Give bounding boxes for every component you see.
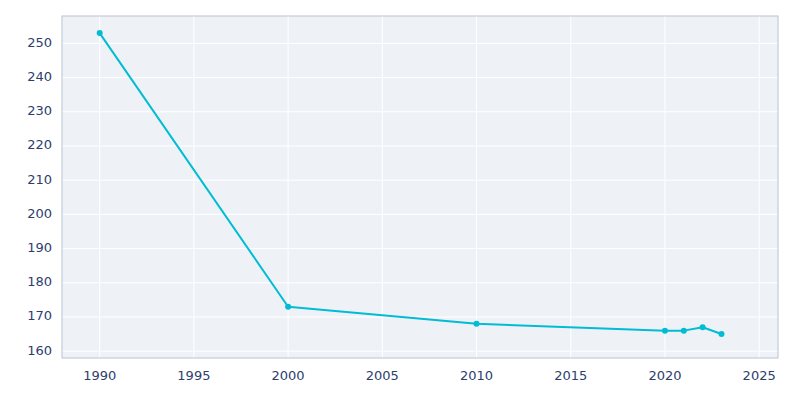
- line: [100, 33, 722, 334]
- y-grid-line: [62, 282, 778, 283]
- x-tick-label: 1990: [83, 368, 116, 383]
- plot-frame: [62, 16, 778, 358]
- point: [718, 331, 724, 337]
- y-grid-line: [62, 316, 778, 317]
- y-grid-line: [62, 180, 778, 181]
- point: [474, 321, 480, 327]
- x-tick-label: 2010: [460, 368, 493, 383]
- point: [662, 328, 668, 334]
- y-tick-label: 180: [27, 274, 52, 289]
- y-tick-label: 190: [27, 240, 52, 255]
- y-tick-label: 250: [27, 35, 52, 50]
- y-tick-label: 220: [27, 137, 52, 152]
- y-grid-line: [62, 111, 778, 112]
- x-tick-label: 2015: [554, 368, 587, 383]
- series: [97, 30, 725, 337]
- plot-background: [62, 16, 778, 358]
- x-tick-label: 1995: [177, 368, 210, 383]
- point: [681, 328, 687, 334]
- tick-labels: 1990 1995 2000 2005 2010 2015 2020 2025 160 170 18…: [27, 35, 776, 383]
- y-grid-line: [62, 145, 778, 146]
- x-tick-label: 2020: [648, 368, 681, 383]
- point: [97, 30, 103, 36]
- x-tick-label: 2005: [366, 368, 399, 383]
- chart-svg: 1990 1995 2000 2005 2010 2015 2020 2025 160 170 18…: [0, 0, 800, 400]
- x-grid-line: [664, 16, 665, 358]
- y-tick-label: 240: [27, 69, 52, 84]
- y-tick-label: 200: [27, 206, 52, 221]
- point: [285, 304, 291, 310]
- y-grid-line: [62, 77, 778, 78]
- y-tick-label: 160: [27, 343, 52, 358]
- y-grid-line: [62, 351, 778, 352]
- y-tick-label: 230: [27, 103, 52, 118]
- y-grid-line: [62, 43, 778, 44]
- x-grid-line: [382, 16, 383, 358]
- y-tick-label: 170: [27, 308, 52, 323]
- point: [700, 324, 706, 330]
- grid: [62, 16, 778, 358]
- x-grid-line: [570, 16, 571, 358]
- y-tick-label: 210: [27, 172, 52, 187]
- x-grid-line: [759, 16, 760, 358]
- x-grid-line: [476, 16, 477, 358]
- x-grid-line: [193, 16, 194, 358]
- x-grid-line: [99, 16, 100, 358]
- chart-container: 1990 1995 2000 2005 2010 2015 2020 2025 160 170 18…: [0, 0, 800, 400]
- x-tick-label: 2000: [272, 368, 305, 383]
- y-grid-line: [62, 248, 778, 249]
- y-grid-line: [62, 214, 778, 215]
- x-tick-label: 2025: [743, 368, 776, 383]
